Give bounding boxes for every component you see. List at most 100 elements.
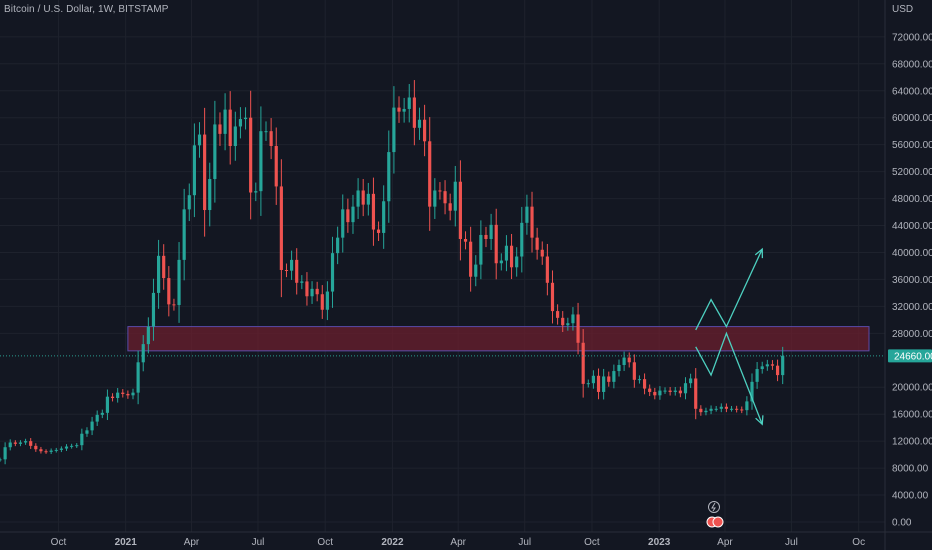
candle-body: [274, 146, 278, 187]
candle: [203, 107, 207, 237]
candle: [366, 182, 370, 216]
candle: [530, 191, 534, 253]
candle-body: [223, 109, 227, 134]
y-tick-label: 0.00: [892, 518, 912, 529]
candle: [556, 304, 560, 325]
candle-body: [228, 109, 232, 147]
candle: [284, 263, 289, 278]
time-axis[interactable]: JulOct2021AprJulOct2022AprJulOct2023AprJ…: [0, 537, 865, 548]
projection-arrows[interactable]: [695, 247, 764, 426]
y-tick-label: 4000.00: [892, 491, 929, 502]
dividend-marker-icon[interactable]: [712, 516, 724, 528]
candle-body: [136, 362, 140, 393]
candle-body: [172, 304, 176, 306]
candle-body: [663, 390, 667, 392]
candle-body: [100, 412, 104, 415]
candle-body: [530, 206, 534, 238]
candle-body: [448, 203, 452, 211]
candle-body: [192, 145, 196, 196]
candle: [13, 440, 17, 447]
candle-body: [254, 191, 258, 193]
candle: [136, 350, 140, 405]
candle: [382, 185, 386, 249]
candle-body: [689, 378, 693, 384]
bullish-arrow-head-icon: [754, 247, 764, 259]
candle: [228, 91, 232, 165]
candle: [151, 278, 156, 341]
candle: [3, 442, 7, 465]
candle: [397, 96, 401, 123]
candle: [233, 111, 237, 161]
x-tick-label: Apr: [450, 537, 466, 548]
candle-body: [740, 409, 744, 411]
bearish-projection-path[interactable]: [695, 331, 763, 425]
candle: [34, 443, 38, 452]
candle: [622, 351, 626, 371]
candle: [64, 444, 69, 451]
candle-body: [49, 450, 53, 452]
candle-body: [13, 442, 17, 444]
candle: [504, 235, 509, 272]
y-tick-label: 68000.00: [892, 59, 932, 70]
candle: [315, 281, 319, 302]
candle-body: [387, 152, 391, 202]
candle-body: [3, 447, 7, 460]
candle-body: [760, 366, 764, 370]
candle-body: [116, 392, 120, 399]
candle-body: [29, 441, 33, 446]
candle: [648, 384, 652, 397]
candle-body: [151, 292, 156, 327]
candle: [463, 231, 468, 250]
candle-body: [596, 375, 601, 392]
last-price-label: 24660.00: [888, 349, 932, 363]
candle-body: [438, 190, 442, 192]
flash-event-icon[interactable]: [708, 501, 720, 513]
candle: [760, 361, 764, 374]
y-tick-label: 44000.00: [892, 221, 932, 232]
candle-body: [203, 134, 207, 211]
candle-body: [197, 134, 202, 146]
candle: [689, 373, 693, 388]
candle-body: [141, 344, 145, 363]
candle: [54, 447, 58, 453]
candle-body: [346, 209, 350, 223]
x-tick-label: Apr: [184, 537, 200, 548]
candle-body: [423, 119, 427, 142]
candle-body: [520, 222, 524, 257]
candle-body: [126, 393, 130, 396]
candle-body: [515, 256, 519, 268]
candle-body: [208, 179, 212, 211]
candle: [566, 317, 570, 331]
candle-body: [540, 249, 544, 257]
candle-body: [494, 224, 498, 264]
candle: [596, 368, 601, 400]
candle: [39, 446, 43, 454]
candle: [781, 346, 785, 385]
x-tick-label: 2021: [115, 537, 138, 548]
candle: [484, 226, 488, 248]
y-tick-label: 48000.00: [892, 194, 932, 205]
candle-body: [714, 408, 718, 410]
candle: [254, 182, 258, 202]
candle: [602, 368, 606, 400]
candle: [131, 388, 135, 400]
candle: [499, 253, 503, 271]
candle: [494, 208, 498, 280]
bullish-projection-path[interactable]: [695, 248, 763, 331]
candle-body: [428, 141, 432, 207]
candle-body: [704, 410, 708, 413]
symbol-title[interactable]: Bitcoin / U.S. Dollar, 1W, BITSTAMP: [4, 4, 169, 15]
price-axis[interactable]: USD 72000.00 68000.00 64000.00 60000.00 5600…: [892, 4, 932, 529]
x-tick-label: Oc: [852, 537, 865, 548]
candle: [612, 364, 616, 389]
candle: [341, 194, 345, 253]
candle-body: [561, 317, 565, 326]
event-markers[interactable]: [706, 501, 724, 528]
candle: [704, 407, 708, 416]
y-tick-label: 56000.00: [892, 140, 932, 151]
candle-body: [499, 260, 503, 264]
candle-body: [44, 451, 48, 453]
zone-rectangle[interactable]: [127, 326, 870, 352]
support-resistance-zone[interactable]: [127, 326, 870, 352]
